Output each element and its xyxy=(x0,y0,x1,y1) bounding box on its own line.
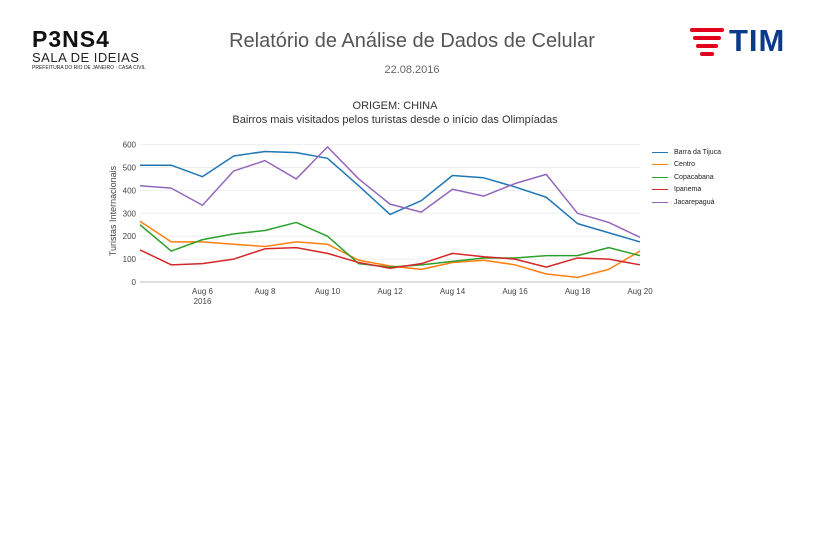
x-year-label: 2016 xyxy=(194,297,212,306)
legend-item: Barra da Tijuca xyxy=(652,146,752,159)
x-tick-label: Aug 20 xyxy=(627,287,653,296)
chart-title: ORIGEM: CHINA xyxy=(352,100,438,112)
x-tick-label: Aug 18 xyxy=(565,287,591,296)
legend-label: Copacabana xyxy=(674,173,714,181)
chart-legend: Barra da Tijuca Centro Copacabana Ipanema Ja… xyxy=(652,146,752,209)
tim-logo-bar-2 xyxy=(693,36,721,40)
series-line-barra-da-tijuca xyxy=(140,150,641,243)
tim-logo: TIM xyxy=(688,23,798,58)
report-title: Relatório de Análise de Dados de Celular xyxy=(229,30,595,52)
x-tick-label: Aug 16 xyxy=(502,287,528,296)
x-tick-label: Aug 12 xyxy=(377,287,403,296)
x-tick-label: Aug 6 xyxy=(192,287,213,296)
legend-swatch xyxy=(652,189,668,191)
tim-logo-text: TIM xyxy=(729,23,786,58)
pensa-logo-name: P3NS4 xyxy=(32,26,110,52)
series-line-copacabana xyxy=(139,221,641,268)
series-line-centro xyxy=(139,220,641,279)
y-axis-title: Turistas Internacionais xyxy=(108,165,118,256)
legend-swatch xyxy=(652,164,668,166)
y-tick-label: 500 xyxy=(123,163,137,172)
series-line-ipanema xyxy=(139,246,641,270)
y-tick-label: 600 xyxy=(123,141,137,150)
pensa-logo: P3NS4 SALA DE IDEIAS PREFEITURA DO RIO D… xyxy=(32,26,146,72)
legend-swatch xyxy=(652,201,668,203)
report-date: 22.08.2016 xyxy=(384,64,440,76)
tim-logo-bar-1 xyxy=(690,28,724,32)
y-tick-label: 200 xyxy=(123,232,137,241)
y-tick-label: 400 xyxy=(123,186,137,195)
x-tick-label: Aug 8 xyxy=(255,287,276,296)
tim-logo-icon xyxy=(690,28,724,56)
legend-swatch xyxy=(652,151,668,153)
legend-item: Ipanema xyxy=(652,184,752,197)
x-tick-label: Aug 10 xyxy=(315,287,341,296)
legend-item: Copacabana xyxy=(652,171,752,184)
series-line-jacarepagua xyxy=(139,146,641,239)
legend-item: Jacarepaguá xyxy=(652,196,752,209)
tim-logo-bar-3 xyxy=(696,44,718,48)
legend-swatch xyxy=(652,176,668,178)
pensa-logo-subtitle: SALA DE IDEIAS xyxy=(32,50,140,65)
tim-logo-bar-4 xyxy=(700,52,714,56)
legend-label: Centro xyxy=(674,161,696,169)
legend-item: Centro xyxy=(652,159,752,172)
x-tick-label: Aug 14 xyxy=(440,287,466,296)
chart-subtitle: Bairros mais visitados pelos turistas de… xyxy=(232,114,558,126)
y-tick-label: 100 xyxy=(123,255,137,264)
pensa-logo-tagline: PREFEITURA DO RIO DE JANEIRO · CASA CIVI… xyxy=(32,65,146,71)
y-tick-label: 0 xyxy=(132,278,137,287)
y-tick-label: 300 xyxy=(123,209,137,218)
legend-label: Barra da Tijuca xyxy=(674,148,722,156)
legend-label: Jacarepaguá xyxy=(674,198,715,206)
chart-title-block: ORIGEM: CHINA Bairros mais visitados pel… xyxy=(140,99,650,127)
legend-label: Ipanema xyxy=(674,186,702,194)
